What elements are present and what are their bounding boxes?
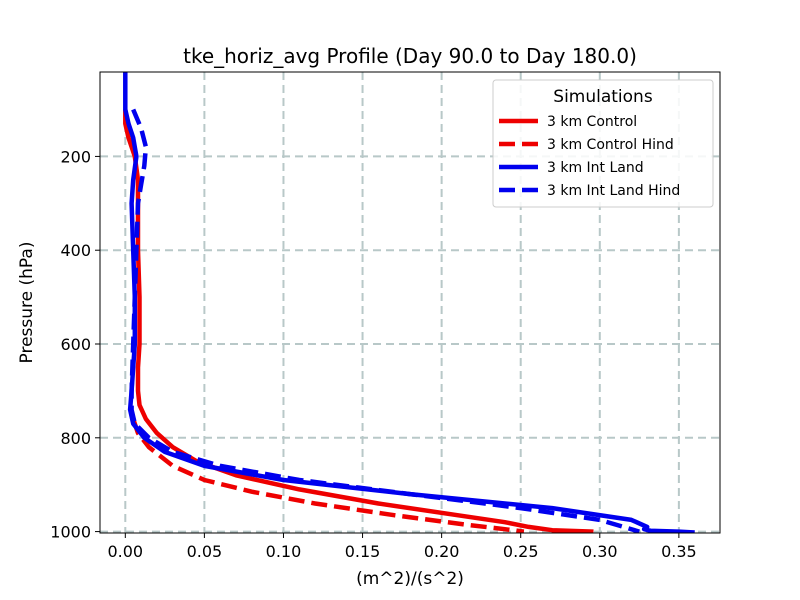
legend-box (492, 79, 714, 208)
y-tick-label: 200 (60, 147, 91, 166)
x-tick-label: 0.00 (107, 542, 143, 561)
x-tick-label: 0.30 (582, 542, 618, 561)
x-tick-label: 0.05 (187, 542, 223, 561)
x-tick-label: 0.10 (266, 542, 302, 561)
y-axis-label: Pressure (hPa) (17, 242, 37, 364)
legend: Simulations 3 km Control 3 km Control Hin… (492, 79, 714, 208)
legend-label: 3 km Int Land Hind (547, 183, 680, 199)
y-tick-label: 600 (60, 335, 91, 354)
plot-frame (99, 71, 721, 534)
legend-label: 3 km Int Land (547, 160, 644, 176)
legend-label: 3 km Control Hind (547, 137, 674, 153)
series-line-3-km-control-hind (131, 418, 525, 533)
chart-title: tke_horiz_avg Profile (Day 90.0 to Day 1… (183, 44, 637, 68)
series-line-3-km-int-land-hind (129, 108, 640, 533)
x-axis-label: (m^2)/(s^2) (356, 569, 464, 589)
x-tick-label: 0.25 (503, 542, 539, 561)
grid (100, 72, 720, 533)
y-tick-label: 400 (60, 241, 91, 260)
x-tick-label: 0.20 (424, 542, 460, 561)
y-tick-label: 800 (60, 429, 91, 448)
x-tick-label: 0.35 (661, 542, 697, 561)
x-tick-label: 0.15 (345, 542, 381, 561)
series-line-3-km-control (123, 109, 594, 533)
series-lines (123, 72, 695, 533)
legend-title: Simulations (553, 87, 653, 107)
y-tick-label: 1000 (50, 523, 91, 542)
legend-label: 3 km Control (547, 114, 637, 130)
axis-ticks: 0.00 0.05 0.10 0.15 0.20 0.25 0.30 0.35 200 400 60… (50, 147, 696, 561)
